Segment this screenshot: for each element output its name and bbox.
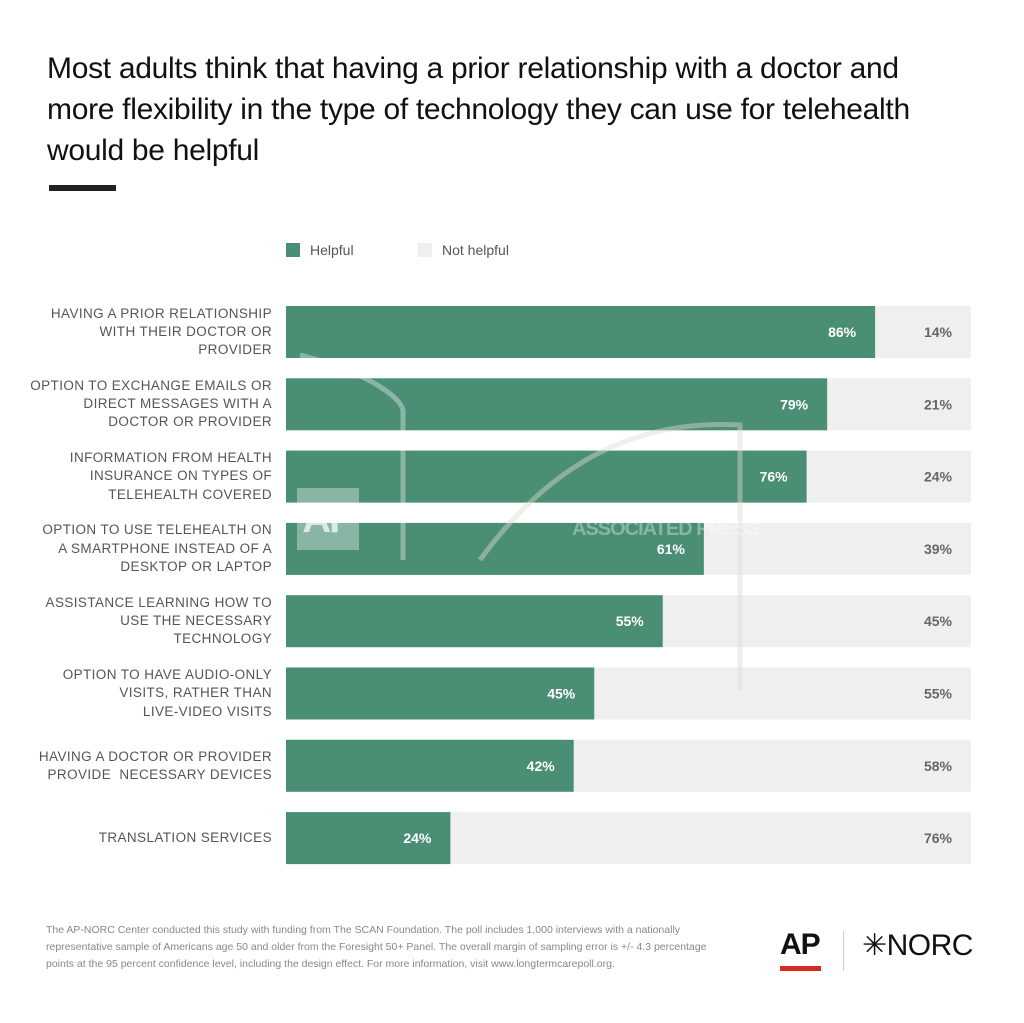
category-label-line: A SMARTPHONE INSTEAD OF A: [58, 540, 272, 556]
category-label-line: ASSISTANCE LEARNING HOW TO: [45, 594, 272, 610]
bar-helpful: [286, 739, 574, 792]
category-label-text: TRANSLATION SERVICES: [99, 829, 272, 847]
category-label: TRANSLATION SERVICES: [32, 810, 272, 866]
legend-swatch-not-helpful: [418, 243, 432, 257]
logo-divider: [843, 931, 844, 971]
data-label-not-helpful: 14%: [924, 324, 953, 340]
category-label-line: VISITS, RATHER THAN: [119, 685, 272, 701]
watermark-arc: [299, 352, 406, 560]
category-label-line: PROVIDE NECESSARY DEVICES: [47, 766, 272, 782]
data-label-helpful: 79%: [780, 396, 809, 412]
category-label-line: INFORMATION FROM HEALTH: [69, 450, 272, 466]
data-label-not-helpful: 55%: [924, 686, 953, 702]
legend-label-not-helpful: Not helpful: [442, 242, 509, 258]
data-label-helpful: 86%: [828, 324, 857, 340]
category-label: OPTION TO HAVE AUDIO-ONLY VISITS, RATHER …: [32, 666, 272, 722]
category-label-text: OPTION TO EXCHANGE EMAILS OR DIRECT MESSA…: [30, 377, 272, 432]
data-label-helpful: 76%: [760, 469, 789, 485]
data-label-not-helpful: 45%: [924, 613, 953, 629]
data-label-helpful: 24%: [403, 830, 432, 846]
data-label-helpful: 55%: [616, 613, 645, 629]
category-label-line: OPTION TO USE TELEHEALTH ON: [42, 522, 272, 538]
category-label-line: HAVING A DOCTOR OR PROVIDER: [38, 748, 272, 764]
legend-item-helpful: Helpful: [286, 242, 354, 258]
ap-logo-underline: [780, 966, 821, 971]
category-label-line: DOCTOR OR PROVIDER: [108, 414, 272, 430]
category-label-text: HAVING A PRIOR RELATIONSHIP WITH THEIR DO…: [51, 305, 272, 360]
category-label-line: HAVING A PRIOR RELATIONSHIP: [50, 305, 272, 321]
legend-item-not-helpful: Not helpful: [418, 242, 509, 258]
category-label: ASSISTANCE LEARNING HOW TO USE THE NECESS…: [32, 593, 272, 649]
category-label-line: LIVE-VIDEO VISITS: [142, 703, 272, 719]
category-label-text: OPTION TO HAVE AUDIO-ONLY VISITS, RATHER …: [63, 666, 272, 721]
data-label-not-helpful: 76%: [924, 830, 953, 846]
bar-helpful: [286, 522, 704, 575]
category-label-text: ASSISTANCE LEARNING HOW TO USE THE NECESS…: [46, 594, 272, 649]
norc-logo-text: NORC: [886, 929, 974, 962]
category-label: OPTION TO EXCHANGE EMAILS OR DIRECT MESSA…: [30, 376, 272, 432]
data-label-helpful: 42%: [527, 758, 556, 774]
category-label-line: DESKTOP OR LAPTOP: [120, 559, 272, 575]
bar-helpful: [286, 595, 663, 648]
bar-helpful: [286, 378, 828, 431]
bar-helpful: [286, 812, 451, 865]
category-label-line: OPTION TO EXCHANGE EMAILS OR: [30, 377, 272, 393]
bar-helpful: [286, 667, 595, 720]
category-label-text: OPTION TO USE TELEHEALTH ON A SMARTPHONE …: [42, 521, 272, 576]
legend-swatch-helpful: [286, 243, 300, 257]
category-label-line: OPTION TO HAVE AUDIO-ONLY: [62, 667, 272, 683]
data-label-not-helpful: 21%: [924, 396, 953, 412]
category-label-line: WITH THEIR DOCTOR OR: [99, 323, 272, 339]
bar-helpful: [286, 450, 807, 503]
data-label-not-helpful: 58%: [924, 758, 953, 774]
category-label: INFORMATION FROM HEALTH INSURANCE ON TYPE…: [32, 449, 272, 505]
norc-logo: ✳NORC: [862, 928, 973, 963]
data-label-helpful: 45%: [547, 686, 576, 702]
footer-note: The AP-NORC Center conducted this study …: [46, 924, 707, 970]
watermark-arc: [477, 421, 743, 690]
data-label-not-helpful: 39%: [924, 541, 953, 557]
data-label-helpful: 61%: [657, 541, 686, 557]
category-label-line: DIRECT MESSAGES WITH A: [83, 396, 272, 412]
category-label: OPTION TO USE TELEHEALTH ON A SMARTPHONE …: [32, 521, 272, 577]
category-label: HAVING A PRIOR RELATIONSHIP WITH THEIR DO…: [32, 304, 272, 360]
norc-star-icon: ✳: [862, 929, 887, 962]
category-label-text: HAVING A DOCTOR OR PROVIDER PROVIDE NECES…: [39, 748, 272, 785]
chart-title: Most adults think that having a prior re…: [47, 52, 910, 167]
data-label-not-helpful: 24%: [924, 469, 953, 485]
category-label: HAVING A DOCTOR OR PROVIDER PROVIDE NECES…: [32, 738, 272, 794]
category-label-line: PROVIDER: [198, 342, 272, 358]
category-label-line: TELEHEALTH COVERED: [108, 486, 272, 502]
title-underline: [49, 185, 116, 191]
category-label-text: INFORMATION FROM HEALTH INSURANCE ON TYPE…: [70, 449, 272, 504]
category-label-line: TRANSLATION SERVICES: [98, 829, 272, 845]
category-label-line: USE THE NECESSARY: [120, 613, 272, 629]
bar-helpful: [286, 306, 876, 358]
legend-label-helpful: Helpful: [310, 242, 354, 258]
ap-logo: AP: [780, 928, 821, 961]
category-label-line: TECHNOLOGY: [173, 631, 272, 647]
category-label-line: INSURANCE ON TYPES OF: [89, 468, 272, 484]
